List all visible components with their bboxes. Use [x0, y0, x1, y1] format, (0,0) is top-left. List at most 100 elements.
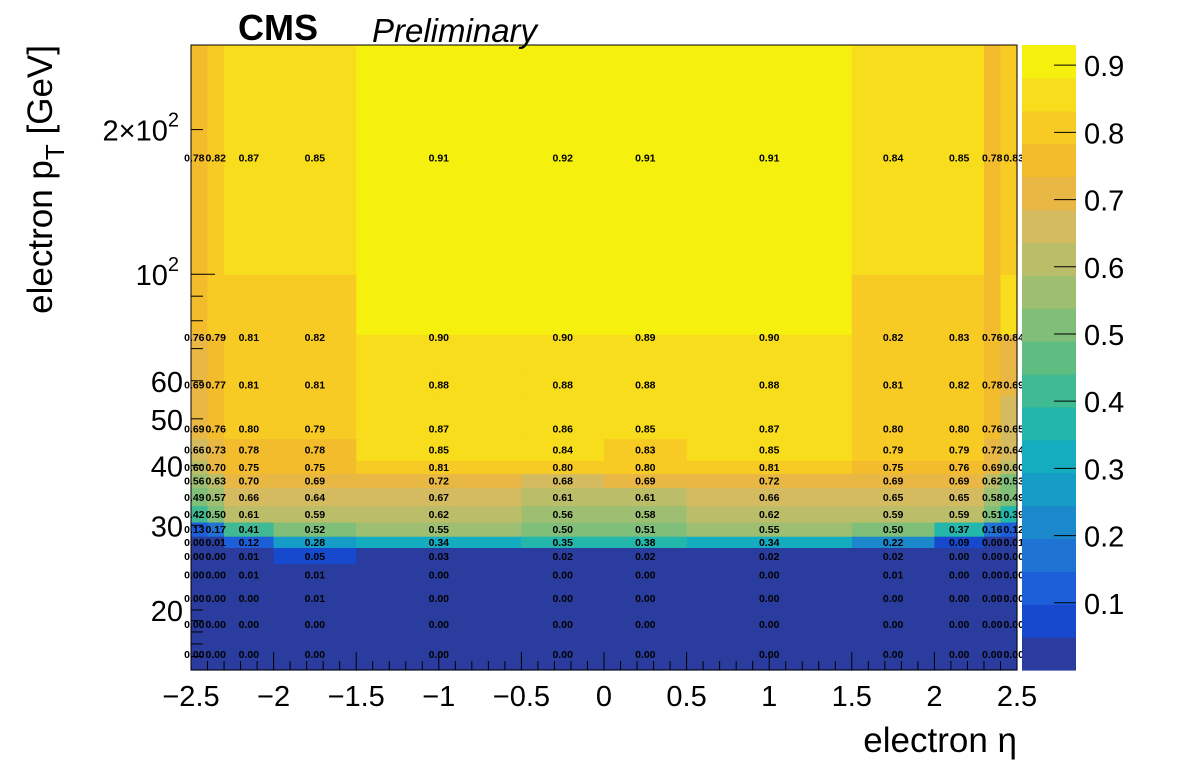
heatmap-cell — [207, 274, 225, 335]
bin-value-label: 0.34 — [759, 537, 780, 549]
y-tick-base: 50 — [151, 405, 183, 437]
heatmap-cell — [207, 521, 225, 537]
bin-value-label: 0.79 — [206, 332, 227, 344]
bin-value-label: 0.85 — [949, 152, 970, 164]
heatmap-cell — [604, 473, 688, 488]
bin-value-label: 0.73 — [206, 444, 227, 456]
bin-value-label: 0.78 — [239, 444, 260, 456]
bin-value-label: 0.01 — [883, 570, 904, 582]
bin-value-label: 0.55 — [429, 524, 450, 536]
heatmap-cell — [686, 563, 770, 587]
heatmap-cell — [224, 438, 275, 461]
heatmap-cell — [273, 637, 357, 671]
heatmap-cell — [934, 487, 985, 507]
heatmap-cell — [191, 274, 209, 335]
heatmap-cell — [604, 637, 688, 671]
bin-value-label: 0.00 — [239, 649, 260, 661]
bin-value-label: 0.58 — [982, 492, 1003, 504]
heatmap-cell — [934, 370, 985, 396]
heatmap-cell — [934, 334, 985, 372]
y-tick-base: 10 — [136, 260, 168, 292]
x-tick-label: 1 — [761, 681, 777, 713]
z-tick-label: 0.3 — [1084, 454, 1124, 486]
heatmap-cell — [191, 505, 209, 523]
x-axis-title: electron η — [863, 721, 1017, 760]
heatmap-cell — [934, 438, 985, 461]
z-tick-label: 0.8 — [1084, 118, 1124, 150]
heatmap-cell — [604, 547, 688, 565]
heatmap-cell — [273, 505, 357, 523]
heatmap-cell — [769, 487, 853, 507]
bin-value-label: 0.01 — [305, 593, 326, 605]
bin-value-label: 0.90 — [759, 332, 780, 344]
heatmap-cell — [521, 521, 605, 537]
bin-value-label: 0.59 — [949, 509, 970, 521]
bin-value-label: 0.12 — [239, 537, 260, 549]
y-tick-label: 50 — [151, 405, 183, 437]
bin-value-label: 0.00 — [305, 619, 326, 631]
heatmap-cell — [273, 563, 357, 587]
bin-value-label: 0.88 — [759, 379, 780, 391]
bin-value-label: 0.00 — [1003, 649, 1024, 661]
bin-value-label: 0.00 — [552, 619, 573, 631]
y-tick-base: 60 — [151, 367, 183, 399]
heatmap-cell — [521, 473, 605, 488]
bin-value-label: 0.85 — [759, 444, 780, 456]
bin-value-label: 0.52 — [305, 524, 326, 536]
heatmap-cell — [686, 585, 770, 611]
bin-value-label: 0.65 — [883, 492, 904, 504]
bin-value-label: 0.00 — [635, 649, 656, 661]
heatmap-cell — [983, 609, 1002, 639]
heatmap-cell — [1000, 585, 1018, 611]
heatmap-cell — [604, 438, 688, 461]
heatmap-cell — [224, 473, 275, 488]
bin-value-label: 0.00 — [305, 649, 326, 661]
heatmap-cell — [851, 473, 935, 488]
heatmap-cell — [521, 395, 605, 420]
bin-value-label: 0.00 — [982, 649, 1003, 661]
heatmap-cell — [1000, 547, 1018, 565]
bin-value-label: 0.13 — [184, 524, 205, 536]
heatmap-cell — [438, 460, 522, 474]
heatmap-cell — [356, 460, 440, 474]
bin-value-label: 0.63 — [206, 476, 227, 488]
bin-value-label: 0.75 — [239, 462, 260, 474]
x-tick-label: −2 — [257, 681, 290, 713]
bin-value-label: 0.88 — [429, 379, 450, 391]
bin-value-label: 0.03 — [429, 551, 450, 563]
bin-value-label: 0.79 — [305, 424, 326, 436]
heatmap-cell — [1000, 438, 1018, 461]
heatmap-cell — [604, 536, 688, 548]
y-tick-label: 102 — [136, 254, 179, 292]
heatmap-cell — [851, 536, 935, 548]
heatmap-cell — [207, 370, 225, 396]
heatmap-cell — [851, 609, 935, 639]
bin-value-label: 0.42 — [184, 509, 205, 521]
bin-value-label: 0.75 — [305, 462, 326, 474]
bin-value-label: 0.61 — [552, 492, 573, 504]
heatmap-cell — [934, 473, 985, 488]
y-tick-label: 2×102 — [103, 110, 179, 148]
heatmap-cell — [207, 334, 225, 372]
y-tick-label: 30 — [151, 511, 183, 543]
heatmap-cell — [769, 609, 853, 639]
heatmap-cell — [934, 274, 985, 335]
x-tick-label: −1 — [422, 681, 455, 713]
bin-value-label: 0.28 — [305, 537, 326, 549]
heatmap-cell — [521, 585, 605, 611]
heatmap-cell — [851, 521, 935, 537]
bin-value-label: 0.88 — [635, 379, 656, 391]
y-axis-title-unit: [GeV] — [21, 45, 60, 144]
x-tick-label: 0 — [596, 681, 612, 713]
heatmap-cell — [769, 45, 853, 275]
heatmap-cell — [521, 536, 605, 548]
heatmap-cell — [1000, 473, 1018, 488]
heatmap-cell — [934, 521, 985, 537]
heatmap-cell — [686, 438, 770, 461]
bin-value-label: 0.00 — [206, 619, 227, 631]
bin-value-label: 0.77 — [206, 379, 227, 391]
bin-value-label: 0.00 — [184, 551, 205, 563]
bin-value-label: 0.64 — [305, 492, 326, 504]
bin-value-label: 0.00 — [759, 619, 780, 631]
